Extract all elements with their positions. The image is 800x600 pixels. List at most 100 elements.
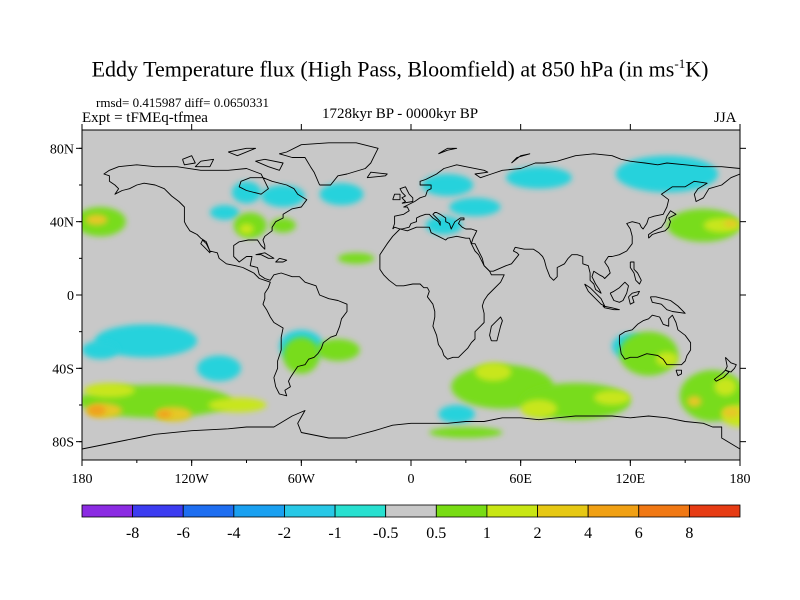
coastline (103, 164, 348, 397)
lat-tick-label: 80N (50, 142, 74, 157)
colorbar-swatch (81, 504, 134, 518)
anomaly-region-cyan (425, 216, 463, 235)
coastline (648, 210, 677, 239)
colorbar-swatch (385, 504, 437, 518)
coastline (278, 142, 379, 186)
lat-tick-label: 40N (50, 216, 74, 231)
coastline (628, 290, 640, 305)
colorbar-swatch (435, 504, 488, 518)
colorbar-label: -8 (126, 525, 139, 542)
coastline-layer (82, 142, 740, 450)
anomaly-region-cyan (197, 355, 242, 382)
coastline (194, 158, 215, 168)
anomaly-region-cyan (209, 205, 240, 220)
anomaly-region-yellow (723, 219, 739, 228)
anomaly-region-yellowgreen (714, 377, 737, 396)
anomaly-region-cyan (438, 405, 475, 424)
colorbar-swatch (233, 504, 285, 518)
anomaly-region-cyan (449, 197, 501, 217)
coastline (379, 226, 505, 360)
anomaly-region-yellowgreen (520, 399, 558, 418)
anomaly-region-orange (156, 410, 172, 418)
colorbar-label: 0.5 (426, 525, 446, 542)
anomaly-region-lightgreen (337, 252, 375, 264)
colorbar-label: -2 (278, 525, 291, 542)
coastline (649, 296, 686, 314)
anomaly-region-cyan (82, 340, 119, 360)
colorbar-swatch (537, 504, 589, 518)
anomaly-region-cyan (231, 181, 262, 204)
colorbar-swatch (182, 504, 235, 518)
coastline (609, 281, 629, 303)
anomaly-region-yellowgreen (655, 351, 678, 367)
lon-tick-label: 60E (509, 472, 532, 487)
axis-ticks: 80N 40N 0 40S 80S 180 120W 60W 0 60E 120E 180 (50, 124, 751, 487)
anomaly-region-lightgreen (429, 427, 503, 438)
anomaly-region-lightgreen (315, 339, 360, 361)
anomaly-region-lightgreen (283, 337, 320, 374)
chart-title: Eddy Temperature flux (High Pass, Bloomf… (0, 56, 800, 82)
lat-tick-label: 40S (52, 362, 74, 377)
anomaly-region-yellowgreen (239, 223, 254, 235)
colorbar-label: -6 (177, 525, 190, 542)
season-label: JJA (714, 110, 737, 126)
colorbar-swatch (638, 504, 690, 518)
anomaly-region-cyan (261, 185, 305, 207)
anomaly-region-yellow (721, 406, 740, 418)
anomaly-region-cyan (506, 166, 572, 189)
experiment-label: Expt = tFMEq-tfmea (82, 110, 208, 126)
coastline (275, 257, 288, 263)
stats-text: rmsd= 0.415987 diff= 0.0650331 (96, 95, 269, 110)
lon-tick-label: 180 (72, 472, 93, 487)
colorbar-swatch (284, 504, 336, 518)
colorbar-swatch (688, 504, 741, 518)
colorbar-label: 8 (685, 525, 693, 542)
anomaly-region-cyan (94, 324, 198, 358)
colorbar-swatch (132, 504, 184, 518)
lon-tick-label: 120W (175, 472, 210, 487)
title-end: K) (685, 56, 709, 82)
coastline (228, 147, 257, 157)
anomaly-region-lightgreen (270, 218, 296, 233)
colorbar-label: 4 (584, 525, 592, 542)
coastline (724, 356, 737, 373)
colorbar-swatch (334, 504, 387, 518)
anomaly-region-cyan (615, 155, 719, 193)
anomaly-region-yellowgreen (474, 362, 512, 382)
anomaly-region-yellowgreen (593, 390, 631, 405)
coastline (675, 369, 682, 377)
lon-tick-label: 120E (616, 472, 646, 487)
coastline (399, 186, 414, 204)
anomaly-region-yellow (85, 214, 108, 226)
colorbar-label: -4 (227, 525, 240, 542)
coastline (255, 252, 275, 259)
coastline (618, 314, 692, 366)
lon-tick-label: 180 (730, 472, 751, 487)
anomaly-region-yellowgreen (208, 397, 267, 413)
coastline (602, 305, 620, 311)
coastline (629, 261, 642, 285)
colorbar-swatch (587, 504, 640, 518)
anomaly-region-yellowgreen (83, 383, 136, 398)
period-label: 1728kyr BP - 0000kyr BP (322, 106, 479, 122)
coastline (82, 410, 740, 450)
colorbar-label: -1 (328, 525, 341, 542)
lon-tick-label: 60W (288, 472, 316, 487)
colorbar-swatch (486, 504, 538, 518)
lat-tick-label: 80S (52, 436, 74, 451)
anomaly-fill-layer (82, 155, 740, 438)
anomaly-region-orange (87, 405, 106, 416)
anomaly-region-cyan (319, 183, 364, 206)
colorbar-label: 2 (534, 525, 542, 542)
coastline (255, 158, 284, 171)
coastline (366, 171, 388, 179)
coastline (392, 153, 740, 294)
colorbar-label: -0.5 (373, 525, 398, 542)
coastline (438, 147, 458, 155)
anomaly-region-yellow (686, 395, 702, 407)
lon-tick-label: 0 (408, 472, 415, 487)
colorbar-label: 6 (635, 525, 643, 542)
colorbar-label: 1 (483, 525, 491, 542)
coastline (392, 193, 401, 201)
